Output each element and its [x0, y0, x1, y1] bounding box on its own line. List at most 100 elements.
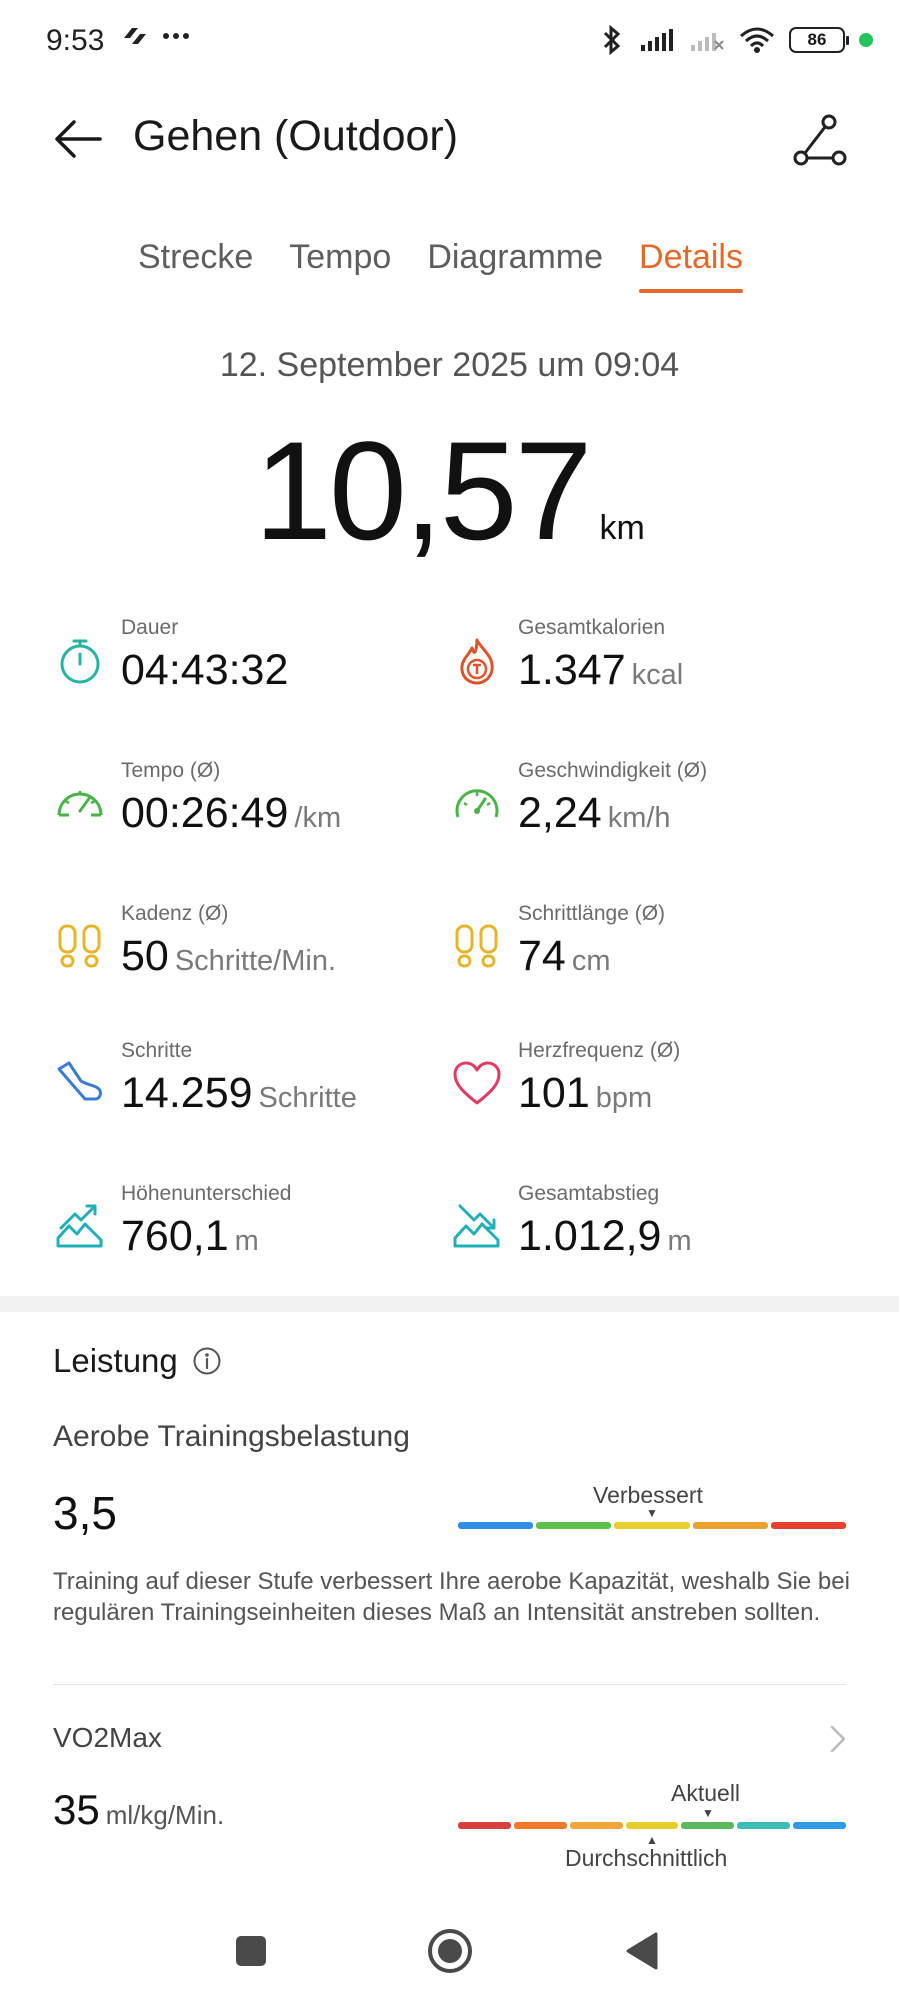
navigation-bar — [0, 1900, 899, 2000]
app-bar: Gehen (Outdoor) — [0, 100, 899, 180]
back-arrow-icon[interactable] — [50, 114, 106, 164]
metric-unit: kcal — [631, 659, 684, 691]
metric-unit: Schritte/Min. — [174, 945, 337, 977]
metric-label: Geschwindigkeit (Ø) — [518, 759, 708, 782]
footprints-icon — [58, 924, 101, 968]
metric-pace: Tempo (Ø) 00:26:49/km — [55, 759, 435, 859]
vo2max-unit: ml/kg/Min. — [105, 1800, 225, 1830]
heart-icon — [453, 1061, 501, 1105]
vo2max-current-marker: ▼ — [702, 1806, 714, 1820]
metric-label: Gesamtabstieg — [518, 1182, 660, 1205]
route-icon[interactable] — [791, 112, 849, 168]
stopwatch-icon — [60, 639, 100, 684]
vo2max-scale-bar — [458, 1822, 847, 1829]
metric-label: Herzfrequenz (Ø) — [518, 1039, 681, 1062]
total-distance: 10,57 km — [0, 410, 899, 572]
metric-value: 2,24 — [518, 789, 602, 837]
metric-steps: Schritte 14.259 Schritte — [55, 1039, 435, 1139]
descent-icon — [453, 1204, 500, 1248]
metric-label: Dauer — [121, 616, 179, 639]
metric-value: 760,1 — [121, 1212, 229, 1260]
wifi-icon — [740, 27, 774, 53]
scale-segment — [625, 1822, 679, 1829]
tab-strecke[interactable]: Strecke — [138, 238, 254, 276]
aerobic-load-value: 3,5 — [53, 1487, 117, 1539]
info-icon[interactable] — [192, 1346, 222, 1376]
link-icon — [124, 28, 146, 44]
metric-stride-length: Schrittlänge (Ø) 74 cm — [452, 902, 832, 1002]
metric-cadence: Kadenz (Ø) 50 Schritte/Min. — [55, 902, 435, 1002]
metric-unit: /km — [294, 802, 342, 834]
metric-unit: Schritte — [258, 1082, 357, 1114]
calories-icon — [460, 638, 494, 685]
speedometer-icon — [455, 789, 499, 818]
scale-segment — [513, 1822, 567, 1829]
metric-label: Schritte — [121, 1039, 193, 1062]
scale-segment — [793, 1822, 847, 1829]
metric-value: 14.259 — [121, 1069, 253, 1117]
aerobic-load-title: Aerobe Trainingsbelastung — [53, 1420, 410, 1453]
recents-button[interactable] — [224, 1924, 278, 1978]
divider — [53, 1684, 846, 1685]
scale-segment — [458, 1822, 511, 1829]
metric-label: Gesamtkalorien — [518, 616, 666, 639]
distance-unit: km — [599, 509, 645, 547]
metric-heart-rate: Herzfrequenz (Ø) 101 bpm — [452, 1039, 832, 1139]
metric-duration: Dauer 04:43:32 — [55, 616, 435, 716]
metric-elevation-gain: Höhenunterschied 760,1 m — [55, 1182, 435, 1282]
metric-unit: m — [234, 1225, 259, 1257]
status-time: 9:53 — [46, 24, 105, 57]
metric-label: Schrittlänge (Ø) — [518, 902, 666, 925]
metric-unit: km/h — [607, 802, 671, 834]
vo2max-value: 35 ml/kg/Min. — [53, 1786, 224, 1834]
scale-segment — [770, 1522, 847, 1529]
metric-label: Tempo (Ø) — [121, 759, 221, 782]
signal-icon — [641, 29, 673, 51]
metric-label: Kadenz (Ø) — [121, 902, 229, 925]
active-dot — [859, 33, 873, 47]
home-button[interactable] — [423, 1924, 477, 1978]
ascent-icon — [56, 1204, 103, 1248]
distance-value: 10,57 — [254, 412, 592, 569]
tab-diagramme[interactable]: Diagramme — [427, 238, 604, 276]
tab-bar: Strecke Tempo Diagramme Details — [138, 238, 779, 293]
aerobic-description: Training auf dieser Stufe verbessert Ihr… — [53, 1568, 850, 1626]
scale-segment — [614, 1522, 690, 1529]
metric-unit: cm — [571, 945, 611, 977]
metric-value: 50 — [121, 932, 169, 980]
scale-segment — [569, 1822, 623, 1829]
workout-date: 12. September 2025 um 09:04 — [219, 346, 680, 384]
scale-segment — [536, 1522, 612, 1529]
metric-unit: bpm — [595, 1082, 653, 1114]
tab-details[interactable]: Details — [639, 238, 743, 293]
signal-off-icon — [691, 33, 724, 51]
section-divider — [0, 1296, 899, 1312]
chevron-right-icon[interactable] — [827, 1722, 849, 1756]
metric-value: 101 — [518, 1069, 590, 1117]
metric-value: 04:43:32 — [121, 646, 289, 694]
metric-value: 74 — [518, 932, 566, 980]
aerobic-scale-bar — [458, 1522, 847, 1529]
metric-speed: Geschwindigkeit (Ø) 2,24 km/h — [452, 759, 832, 859]
metric-total-descent: Gesamtabstieg 1.012,9 m — [452, 1182, 832, 1282]
status-bar: 9:53 86 — [0, 0, 899, 84]
vo2max-number: 35 — [53, 1786, 100, 1833]
tab-tempo[interactable]: Tempo — [289, 238, 392, 276]
aerobic-scale-label: Verbessert — [593, 1482, 703, 1508]
metric-calories: Gesamtkalorien 1.347 kcal — [452, 616, 832, 716]
section-title: Leistung — [53, 1342, 178, 1379]
performance-header: Leistung — [53, 1342, 222, 1380]
vo2max-average-marker: ▲ — [646, 1833, 658, 1847]
vo2max-title[interactable]: VO2Max — [53, 1722, 162, 1753]
metric-label: Höhenunterschied — [121, 1182, 292, 1205]
metric-value: 1.012,9 — [518, 1212, 662, 1260]
shoe-icon — [57, 1061, 102, 1101]
vo2max-average-label: Durchschnittlich — [565, 1845, 728, 1871]
battery-icon: 86 — [789, 27, 849, 53]
scale-segment — [692, 1522, 768, 1529]
scale-segment — [681, 1822, 735, 1829]
back-button[interactable] — [616, 1924, 670, 1978]
scale-segment — [458, 1522, 534, 1529]
pace-gauge-icon — [57, 791, 103, 817]
battery-level: 86 — [807, 30, 827, 49]
